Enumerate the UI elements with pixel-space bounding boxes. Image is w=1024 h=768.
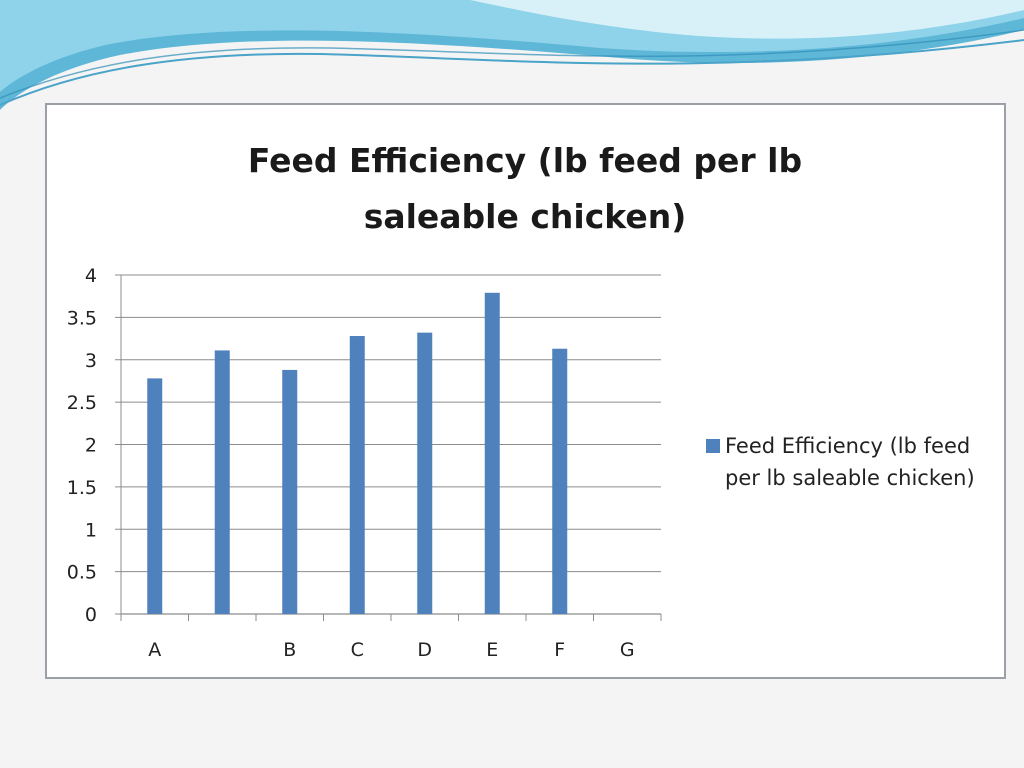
y-tick-label: 0.5 <box>67 562 97 584</box>
y-tick-label: 0 <box>85 604 97 626</box>
bar <box>282 369 298 614</box>
x-tick-label: D <box>417 639 432 661</box>
y-tick-label: 2 <box>85 435 97 457</box>
y-tick-label: 3.5 <box>67 307 97 329</box>
bar <box>349 336 365 614</box>
bar <box>484 292 500 614</box>
x-tick-label: F <box>554 639 565 661</box>
legend-label: Feed Efficiency (lb feed per lb saleable… <box>725 434 975 490</box>
y-tick-label: 4 <box>85 265 97 287</box>
chart-frame <box>45 103 1006 679</box>
x-tick-label: B <box>283 639 296 661</box>
y-tick-label: 1 <box>85 519 97 541</box>
legend-swatch <box>706 439 720 453</box>
x-tick-label: G <box>620 639 635 661</box>
y-tick-label: 1.5 <box>67 477 97 499</box>
y-tick-label: 3 <box>85 350 97 372</box>
bar <box>552 348 568 614</box>
y-tick-label: 2.5 <box>67 392 97 414</box>
bar <box>214 350 230 614</box>
bar <box>417 332 433 614</box>
x-tick-label: A <box>148 639 161 661</box>
x-tick-label: C <box>351 639 364 661</box>
x-tick-label: E <box>486 639 498 661</box>
bar <box>147 378 163 614</box>
chart-title: Feed Efficiency (lb feed per lb saleable… <box>247 141 803 236</box>
